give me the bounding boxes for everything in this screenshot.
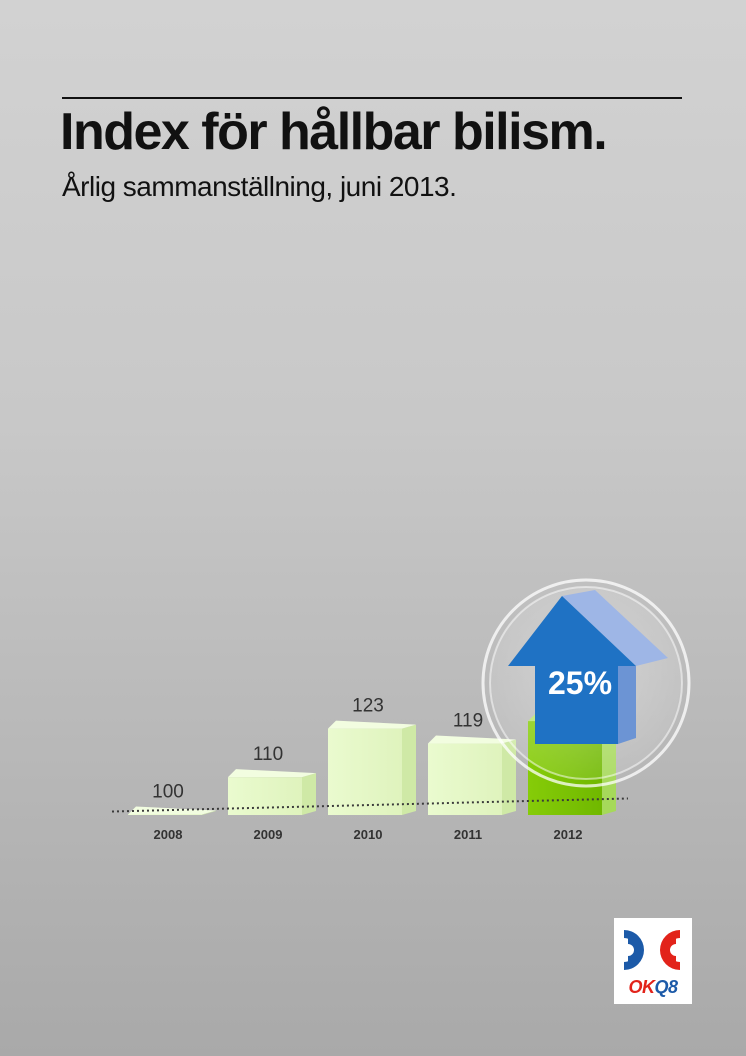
bar-front-2008 <box>128 814 202 815</box>
bar-side-2010 <box>402 724 416 815</box>
arrow-side-top <box>562 590 668 666</box>
bar-side-2008 <box>202 810 216 815</box>
logo-q8-text: Q8 <box>654 977 678 997</box>
badge-label: 25% <box>548 665 612 701</box>
growth-badge: 25% <box>481 578 691 788</box>
bar-side-2009 <box>302 773 316 815</box>
bar-front-2011 <box>428 743 502 815</box>
value-label-2008: 100 <box>152 782 184 803</box>
arrow-front <box>508 596 636 744</box>
bar-2009 <box>228 769 316 815</box>
page-subtitle: Årlig sammanställning, juni 2013. <box>62 171 457 202</box>
logo-wordmark: OKQ8 <box>614 976 692 998</box>
bar-front-2009 <box>228 777 302 815</box>
bar-top-2010 <box>328 720 416 729</box>
category-label-2008: 2008 <box>154 827 183 842</box>
logo-ok-text: OK <box>628 977 655 997</box>
bar-side-2011 <box>502 739 516 815</box>
bar-top-2009 <box>228 769 316 778</box>
value-label-2011: 119 <box>453 711 483 732</box>
category-label-2009: 2009 <box>254 827 283 842</box>
badge-outer-ring <box>481 578 691 788</box>
category-label-2011: 2011 <box>454 827 482 842</box>
category-label-2010: 2010 <box>354 827 383 842</box>
arrow-side-shaft <box>618 666 636 744</box>
bar-2011 <box>428 735 516 815</box>
value-label-2010: 123 <box>352 696 384 717</box>
bar-front-2010 <box>328 728 402 815</box>
baseline-line <box>111 797 629 813</box>
value-label-2009: 110 <box>253 744 283 765</box>
okq8-logo: OKQ8 <box>614 918 692 1004</box>
okq8-logo-icon <box>624 930 680 970</box>
bar-2010 <box>328 720 416 815</box>
category-label-2012: 2012 <box>554 827 583 842</box>
title-rule <box>62 97 682 99</box>
bar-top-2011 <box>428 735 516 744</box>
arrow-up-icon <box>508 590 668 744</box>
bar-2008 <box>128 806 216 815</box>
page-title: Index för hållbar bilism. <box>60 103 608 161</box>
